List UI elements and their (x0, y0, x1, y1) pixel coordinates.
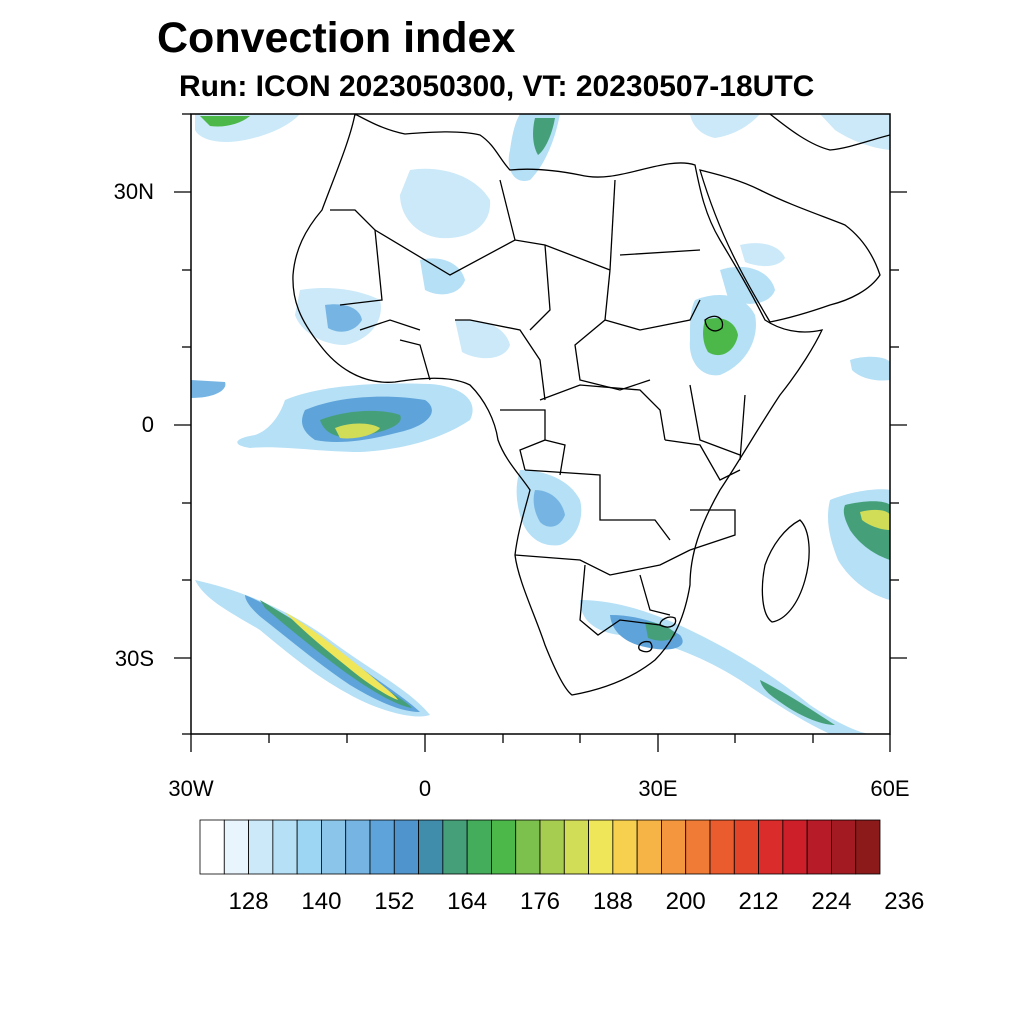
colorbar-tick-label: 176 (519, 888, 561, 915)
colorbar-tick-label: 152 (374, 888, 415, 915)
colorbar-swatch (248, 819, 274, 875)
convection-field (191, 114, 890, 734)
lon-ticks (190, 734, 891, 752)
colorbar-swatch (733, 819, 759, 875)
lat-label-0: 0 (141, 412, 154, 437)
colorbar-swatch (758, 819, 784, 875)
colorbar-swatch (563, 819, 589, 875)
map-subtitle: Run: ICON 2023050300, VT: 20230507-18UTC (179, 70, 815, 103)
colorbar-swatch (199, 819, 225, 875)
colorbar-swatch (345, 819, 371, 875)
lon-label-0: 0 (418, 776, 432, 801)
colorbar-swatch (855, 819, 881, 875)
colorbar-swatch (515, 819, 541, 875)
colorbar-tick-label: 140 (301, 888, 342, 915)
colorbar-swatch (612, 819, 638, 875)
colorbar-tick-label: 188 (592, 888, 633, 915)
colorbar-swatch (806, 819, 832, 875)
colorbar-swatch (223, 819, 249, 875)
colorbar-swatch (491, 819, 517, 875)
madagascar-coastline (761, 519, 810, 623)
colorbar-swatch (831, 819, 857, 875)
lon-label-30e: 30E (638, 776, 678, 801)
colorbar-swatch (393, 819, 419, 875)
colorbar-swatch (369, 819, 395, 875)
colorbar-tick-label: 164 (447, 888, 488, 915)
colorbar-swatch (685, 819, 711, 875)
colorbar-tick-label: 236 (884, 888, 925, 915)
colorbar-swatch (636, 819, 662, 875)
colorbar-tick-label: 212 (738, 888, 779, 915)
colorbar-swatch (296, 819, 322, 875)
colorbar-swatch (466, 819, 492, 875)
lat-label-30n: 30N (113, 179, 154, 204)
lat-ticks (174, 113, 907, 735)
colorbar-swatch (709, 819, 735, 875)
lon-label-60e: 60E (870, 776, 910, 801)
map-frame (190, 113, 891, 735)
colorbar-swatch (588, 819, 614, 875)
lon-label-30w: 30W (168, 776, 214, 801)
colorbar-tick-label: 200 (665, 888, 706, 915)
colorbar-swatch (539, 819, 565, 875)
africa-coastline (292, 114, 824, 696)
map-title: Convection index (157, 14, 516, 62)
colorbar-tick-label: 128 (228, 888, 269, 915)
lat-label-30s: 30S (114, 646, 154, 671)
colorbar-swatch (442, 819, 468, 875)
colorbar-swatch (321, 819, 347, 875)
colorbar-swatch (418, 819, 444, 875)
colorbar-swatch (782, 819, 808, 875)
coastlines (292, 114, 890, 696)
colorbar (199, 819, 881, 875)
colorbar-swatch (661, 819, 687, 875)
colorbar-swatch (272, 819, 298, 875)
colorbar-tick-label: 224 (811, 888, 852, 915)
arabia-coastline (699, 169, 881, 323)
